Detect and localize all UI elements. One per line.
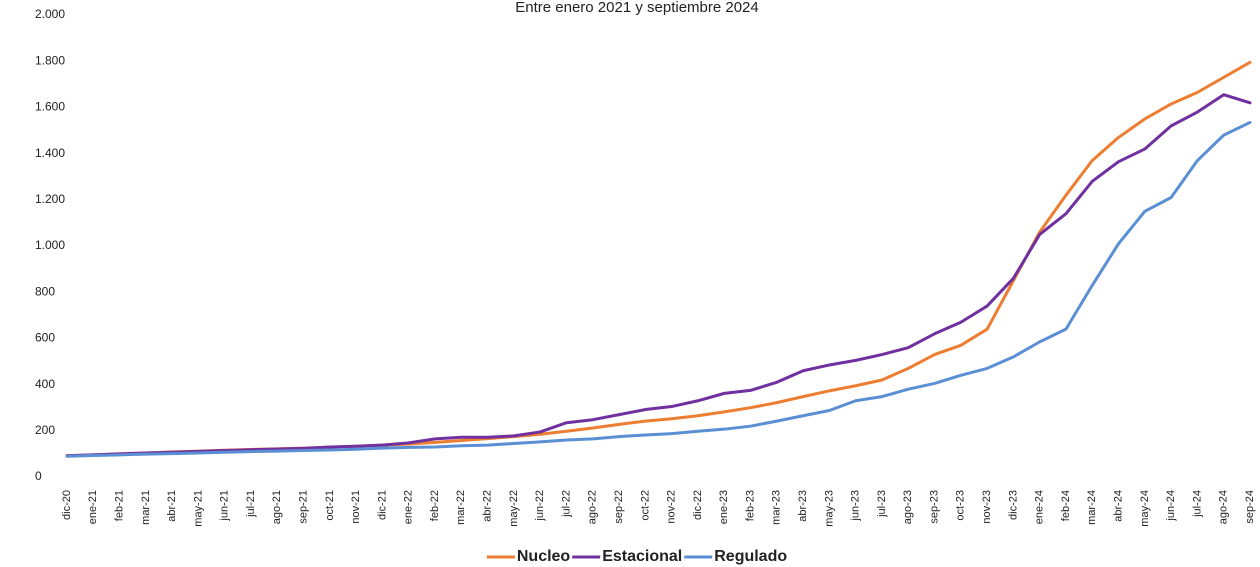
y-tick-label: 2.000 — [35, 7, 65, 21]
x-tick-label: dic-22 — [692, 490, 704, 520]
x-tick-label: sep-21 — [298, 490, 310, 524]
x-tick-label: jun-22 — [534, 490, 546, 522]
x-tick-label: jul-24 — [1191, 490, 1203, 518]
x-tick-label: jun-23 — [850, 490, 862, 522]
x-tick-label: dic-23 — [1007, 490, 1019, 520]
x-tick-label: ene-24 — [1034, 490, 1046, 524]
x-tick-label: mar-22 — [455, 490, 467, 525]
line-series — [65, 93, 1252, 458]
y-tick-label: 0 — [35, 469, 42, 483]
x-tick-label: sep-23 — [928, 490, 940, 524]
x-tick-label: dic-21 — [376, 490, 388, 520]
x-tick-label: feb-22 — [429, 490, 441, 521]
x-tick-label: jun-24 — [1165, 490, 1177, 522]
y-tick-label: 1.800 — [35, 53, 65, 67]
y-tick-label: 1.400 — [35, 146, 65, 160]
x-tick-label: may-24 — [1139, 490, 1151, 527]
x-tick-label: abr-22 — [482, 490, 494, 522]
x-tick-label: ene-23 — [718, 490, 730, 524]
x-tick-label: nov-23 — [981, 490, 993, 524]
x-tick-label: jul-22 — [560, 490, 572, 518]
chart-subtitle: Entre enero 2021 y septiembre 2024 — [515, 0, 759, 16]
x-tick-label: jul-21 — [245, 490, 257, 518]
x-tick-label: abr-24 — [1112, 490, 1124, 522]
x-tick-label: ago-22 — [587, 490, 599, 524]
x-tick-label: jul-23 — [876, 490, 888, 518]
legend-label: Nucleo — [517, 548, 571, 565]
x-tick-label: mar-24 — [1086, 490, 1098, 525]
x-tick-label: nov-21 — [350, 490, 362, 524]
x-tick-label: mar-23 — [771, 490, 783, 525]
y-tick-label: 600 — [35, 331, 55, 345]
x-tick-label: feb-23 — [744, 490, 756, 521]
x-tick-label: ene-22 — [403, 490, 415, 524]
x-tick-label: ene-21 — [87, 490, 99, 524]
x-tick-label: may-21 — [192, 490, 204, 527]
x-tick-label: ago-24 — [1218, 490, 1230, 524]
x-tick-label: oct-21 — [324, 490, 336, 521]
x-tick-label: jun-21 — [219, 490, 231, 522]
y-tick-label: 400 — [35, 377, 55, 391]
x-tick-label: sep-22 — [613, 490, 625, 524]
x-tick-label: nov-22 — [666, 490, 678, 524]
x-tick-label: may-23 — [823, 490, 835, 527]
y-tick-label: 800 — [35, 284, 55, 298]
line-series — [65, 120, 1252, 458]
x-tick-label: sep-24 — [1244, 490, 1256, 524]
x-tick-label: dic-20 — [61, 490, 73, 520]
x-tick-label: ago-23 — [902, 490, 914, 524]
y-tick-label: 200 — [35, 423, 55, 437]
legend-label: Estacional — [602, 548, 682, 565]
x-tick-label: ago-21 — [271, 490, 283, 524]
x-tick-label: mar-21 — [140, 490, 152, 525]
x-tick-label: feb-24 — [1060, 490, 1072, 521]
x-tick-label: abr-23 — [797, 490, 809, 522]
y-tick-label: 1.600 — [35, 100, 65, 114]
legend-label: Regulado — [714, 548, 787, 565]
x-tick-label: feb-21 — [113, 490, 125, 521]
x-tick-label: may-22 — [508, 490, 520, 527]
x-tick-label: oct-22 — [639, 490, 651, 521]
y-tick-label: 1.200 — [35, 192, 65, 206]
y-tick-label: 1.000 — [35, 238, 65, 252]
x-tick-label: abr-21 — [166, 490, 178, 522]
x-tick-label: oct-23 — [955, 490, 967, 521]
line-series — [65, 60, 1252, 458]
